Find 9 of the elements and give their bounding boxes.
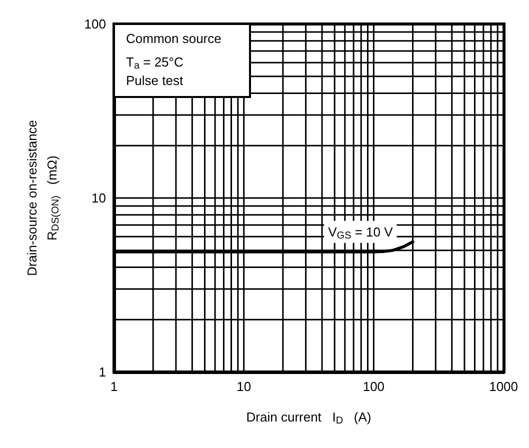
x-tick-label: 1 [110,379,118,394]
annotation: Pulse test [126,73,184,88]
x-tick-label: 100 [362,379,385,394]
annotation: Common source [126,31,222,46]
y-tick-label: 10 [92,190,106,206]
y-tick-label: 1 [98,364,106,380]
x-tick-label: 10 [236,379,252,394]
x-tick-label: 1000 [489,379,518,394]
y-tick-label: 100 [84,16,106,32]
